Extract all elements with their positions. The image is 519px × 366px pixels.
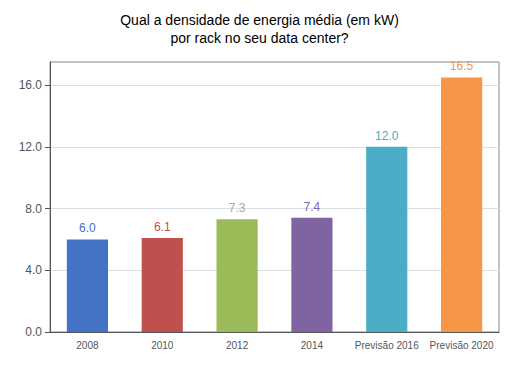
svg-text:7.3: 7.3	[229, 201, 246, 215]
svg-text:por rack no seu data center?: por rack no seu data center?	[170, 30, 348, 46]
svg-text:7.4: 7.4	[304, 200, 321, 214]
svg-text:Qual a densidade de energia mé: Qual a densidade de energia média (em kW…	[120, 12, 399, 28]
svg-text:6.1: 6.1	[154, 220, 171, 234]
svg-text:Previsão 2016: Previsão 2016	[355, 340, 419, 351]
svg-text:2010: 2010	[151, 340, 174, 351]
svg-text:12.0: 12.0	[375, 129, 399, 143]
svg-text:16.5: 16.5	[450, 59, 474, 73]
svg-text:6.0: 6.0	[79, 221, 96, 235]
svg-text:2012: 2012	[226, 340, 249, 351]
svg-text:8.0: 8.0	[25, 202, 42, 216]
svg-text:Previsão 2020: Previsão 2020	[430, 340, 494, 351]
svg-text:2008: 2008	[76, 340, 99, 351]
svg-text:2014: 2014	[301, 340, 324, 351]
svg-text:12.0: 12.0	[19, 140, 43, 154]
svg-text:0.0: 0.0	[25, 325, 42, 339]
svg-text:4.0: 4.0	[25, 263, 42, 277]
svg-text:16.0: 16.0	[19, 78, 43, 92]
